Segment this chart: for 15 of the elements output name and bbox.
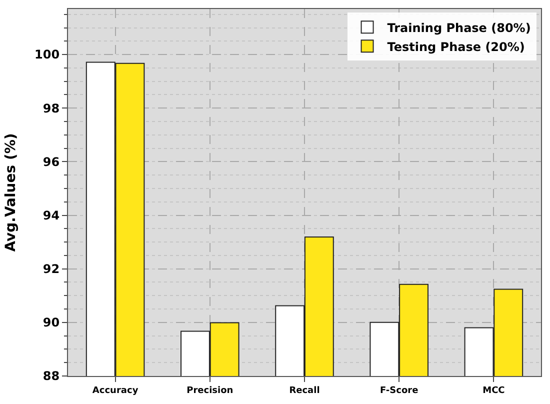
- y-tick-label: 98: [42, 101, 60, 116]
- y-tick-label: 96: [42, 154, 60, 169]
- x-tick-label: F-Score: [380, 386, 418, 396]
- x-tick-label: MCC: [482, 386, 506, 396]
- y-axis-title: Avg.Values (%): [3, 133, 20, 252]
- legend-label: Testing Phase (20%): [387, 40, 525, 54]
- x-tick-label: Precision: [186, 386, 234, 396]
- x-tick-label: Recall: [289, 386, 320, 396]
- y-tick-label: 94: [42, 208, 60, 222]
- x-tick-label: Accuracy: [92, 386, 138, 396]
- y-tick-label: 88: [42, 369, 60, 384]
- y-tick-label: 90: [42, 316, 60, 330]
- y-tick-label: 92: [42, 262, 60, 276]
- legend-label: Training Phase (80%): [387, 20, 531, 35]
- y-tick-label: 100: [34, 48, 60, 62]
